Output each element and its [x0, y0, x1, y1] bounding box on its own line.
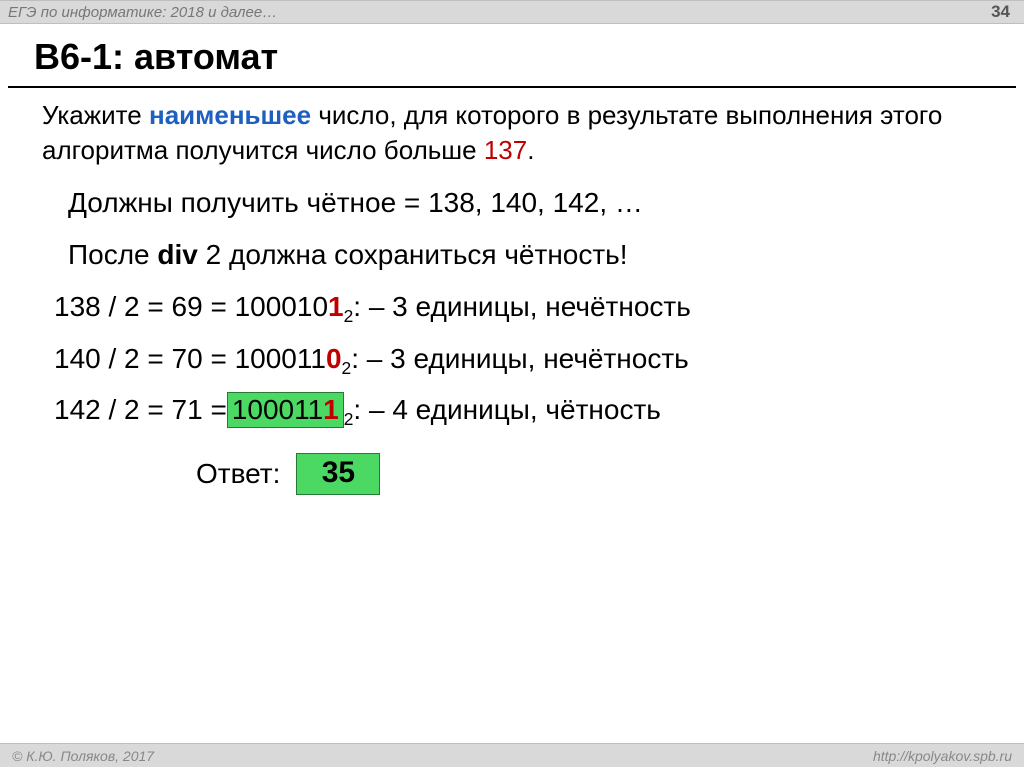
- footer-right: http://kpolyakov.spb.ru: [873, 748, 1012, 764]
- header-left: ЕГЭ по информатике: 2018 и далее…: [8, 4, 277, 21]
- calc2-sub: 2: [342, 357, 352, 380]
- task-value: 137: [484, 135, 527, 165]
- task-suffix: .: [527, 135, 534, 165]
- answer-box: 35: [296, 453, 380, 495]
- calc1-prefix: 138 / 2 = 69 = 100010: [54, 288, 328, 326]
- calc3-sub: 2: [344, 408, 354, 431]
- footer-left: © К.Ю. Поляков, 2017: [12, 748, 154, 764]
- note-line-2: После div 2 должна сохраниться чётность!: [0, 222, 1024, 274]
- calc1-sub: 2: [344, 305, 354, 328]
- note1-prefix: Должны получить чётное =: [68, 187, 428, 218]
- task-prefix: Укажите: [42, 100, 149, 130]
- note2-bold: div: [157, 239, 197, 270]
- calc2-last: 0: [326, 340, 342, 378]
- answer-row: Ответ: 35: [0, 429, 1024, 495]
- calc-row-1: 138 / 2 = 69 = 10001012 : – 3 единицы, н…: [0, 274, 1024, 326]
- task-emph: наименьшее: [149, 100, 311, 130]
- calc3-last: 1: [323, 394, 339, 425]
- calc3-prefix: 142 / 2 = 71 =: [54, 391, 227, 429]
- note2-suffix: 2 должна сохраниться чётность!: [198, 239, 628, 270]
- calc2-prefix: 140 / 2 = 70 = 100011: [54, 340, 326, 378]
- calc-row-3: 142 / 2 = 71 = 10001112 : – 4 единицы, ч…: [0, 377, 1024, 429]
- slide-title: B6-1: автомат: [0, 24, 1024, 86]
- header-bar: ЕГЭ по информатике: 2018 и далее… 34: [0, 0, 1024, 24]
- calc3-binary-highlight: 1000111: [227, 392, 344, 428]
- calc1-last: 1: [328, 288, 344, 326]
- note1-values: 138, 140, 142, …: [428, 187, 643, 218]
- page-number: 34: [991, 2, 1010, 22]
- answer-label: Ответ:: [196, 458, 280, 490]
- task-text: Укажите наименьшее число, для которого в…: [0, 88, 1024, 168]
- calc3-bin: 100011: [232, 394, 323, 425]
- calc2-tail: : – 3 единицы, нечётность: [351, 340, 689, 378]
- calc1-tail: : – 3 единицы, нечётность: [353, 288, 691, 326]
- calc3-tail: : – 4 единицы, чётность: [353, 391, 660, 429]
- note2-prefix: После: [68, 239, 157, 270]
- note-line-1: Должны получить чётное = 138, 140, 142, …: [0, 168, 1024, 222]
- footer-bar: © К.Ю. Поляков, 2017 http://kpolyakov.sp…: [0, 743, 1024, 767]
- calc-row-2: 140 / 2 = 70 = 10001102 : – 3 единицы, н…: [0, 326, 1024, 378]
